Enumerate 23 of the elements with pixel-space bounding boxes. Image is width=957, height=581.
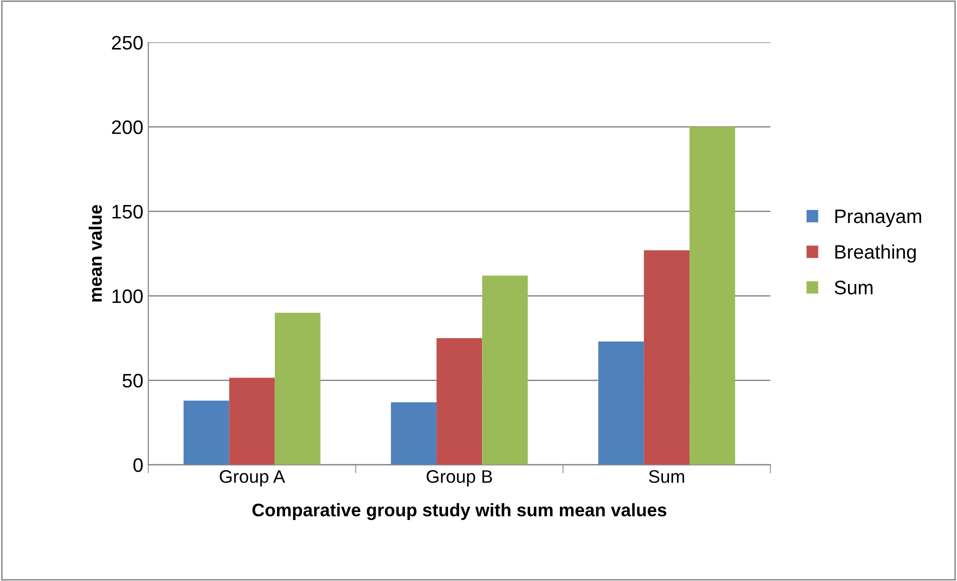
y-tick-label: 50: [122, 374, 143, 388]
bar: [482, 276, 528, 465]
bar: [184, 400, 230, 465]
y-tick-label: 200: [112, 120, 143, 134]
bar: [598, 341, 644, 465]
bar: [274, 312, 320, 465]
x-tick-label: Group A: [220, 470, 286, 486]
y-tick-label: 0: [133, 458, 143, 472]
y-tick-label: 100: [112, 289, 143, 304]
legend-label: Sum: [834, 280, 872, 294]
y-axis-title: mean value: [88, 205, 102, 302]
bar: [390, 402, 437, 465]
y-tick-label: 250: [112, 36, 143, 50]
x-tick-label: Sum: [648, 470, 684, 483]
bar: [690, 126, 736, 465]
y-tick-label: 150: [112, 204, 143, 219]
bar: [644, 250, 690, 465]
x-axis-title: Comparative group study with sum mean values: [252, 503, 666, 520]
bar: [229, 378, 275, 465]
legend-label: Breathing: [835, 244, 916, 263]
legend-label: Pranayam: [835, 210, 922, 228]
bar: [436, 338, 482, 465]
x-tick-label: Group B: [426, 470, 492, 486]
